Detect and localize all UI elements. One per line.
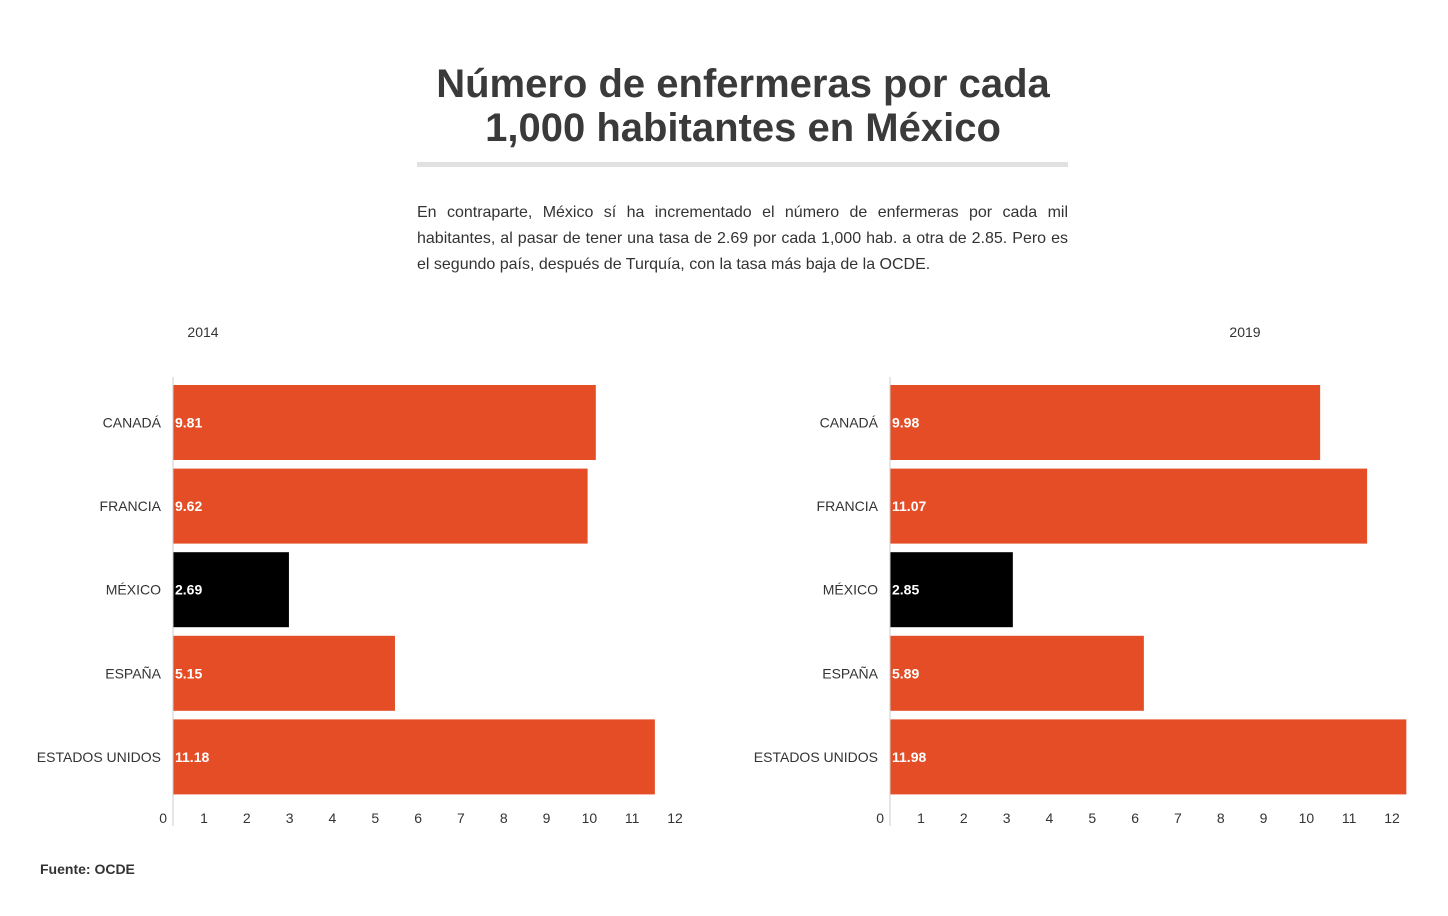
chart-subtitle: 2019: [1229, 324, 1260, 340]
x-tick-label: 12: [667, 810, 683, 826]
data-label: 5.89: [892, 665, 919, 681]
bar-españa: [890, 635, 1144, 711]
x-tick-label: 0: [876, 810, 884, 826]
category-label: MÉXICO: [823, 582, 878, 598]
data-label: 11.07: [892, 498, 926, 514]
chart-subtitle: 2014: [187, 324, 218, 340]
category-label: FRANCIA: [817, 498, 879, 514]
x-tick-label: 6: [414, 810, 422, 826]
data-label: 11.98: [892, 749, 926, 765]
bar-francia: [890, 468, 1368, 544]
chart-title-line-1: Número de enfermeras por cada: [436, 62, 1050, 106]
x-tick-label: 6: [1131, 810, 1139, 826]
chart-title-line-2: 1,000 habitantes en México: [485, 106, 1001, 150]
x-tick-label: 0: [159, 810, 167, 826]
x-tick-label: 10: [582, 810, 598, 826]
x-tick-label: 1: [917, 810, 925, 826]
x-tick-label: 11: [625, 810, 640, 826]
x-tick-label: 3: [1003, 810, 1011, 826]
data-label: 2.69: [175, 582, 202, 598]
data-label: 5.15: [175, 665, 202, 681]
x-tick-label: 5: [1088, 810, 1096, 826]
x-tick-label: 9: [1260, 810, 1268, 826]
chart-description: En contraparte, México sí ha incrementad…: [417, 204, 1068, 273]
x-tick-label: 4: [1046, 810, 1054, 826]
x-tick-label: 8: [1217, 810, 1225, 826]
source-note: Fuente: OCDE: [40, 861, 135, 877]
data-label: 9.81: [175, 415, 202, 431]
category-label: ESTADOS UNIDOS: [37, 749, 161, 765]
data-label: 9.62: [175, 498, 202, 514]
x-tick-label: 8: [500, 810, 508, 826]
category-label: CANADÁ: [103, 415, 162, 431]
x-tick-label: 4: [329, 810, 337, 826]
bar-méxico: [890, 552, 1013, 628]
x-tick-label: 3: [286, 810, 294, 826]
bar-españa: [173, 635, 395, 711]
x-tick-label: 11: [1342, 810, 1357, 826]
data-label: 2.85: [892, 582, 919, 598]
x-tick-label: 9: [543, 810, 551, 826]
category-label: ESTADOS UNIDOS: [754, 749, 878, 765]
bar-méxico: [173, 552, 289, 628]
category-label: MÉXICO: [106, 582, 161, 598]
x-tick-label: 7: [457, 810, 465, 826]
data-label: 11.18: [175, 749, 209, 765]
category-label: ESPAÑA: [105, 665, 161, 681]
x-tick-label: 12: [1384, 810, 1400, 826]
x-tick-label: 2: [243, 810, 251, 826]
bar-estados-unidos: [173, 719, 655, 795]
x-tick-label: 10: [1299, 810, 1315, 826]
category-label: ESPAÑA: [822, 665, 878, 681]
x-tick-label: 1: [200, 810, 208, 826]
category-label: CANADÁ: [820, 415, 879, 431]
chart-title: Número de enfermeras por cada 1,000 habi…: [400, 62, 1086, 150]
x-tick-label: 2: [960, 810, 968, 826]
title-divider: [417, 162, 1068, 167]
x-tick-label: 7: [1174, 810, 1182, 826]
bar-canadá: [890, 385, 1321, 460]
category-label: FRANCIA: [100, 498, 162, 514]
bar-francia: [173, 468, 588, 544]
bar-canadá: [173, 385, 596, 460]
x-tick-label: 5: [371, 810, 379, 826]
data-label: 9.98: [892, 415, 919, 431]
bar-estados-unidos: [890, 719, 1407, 795]
